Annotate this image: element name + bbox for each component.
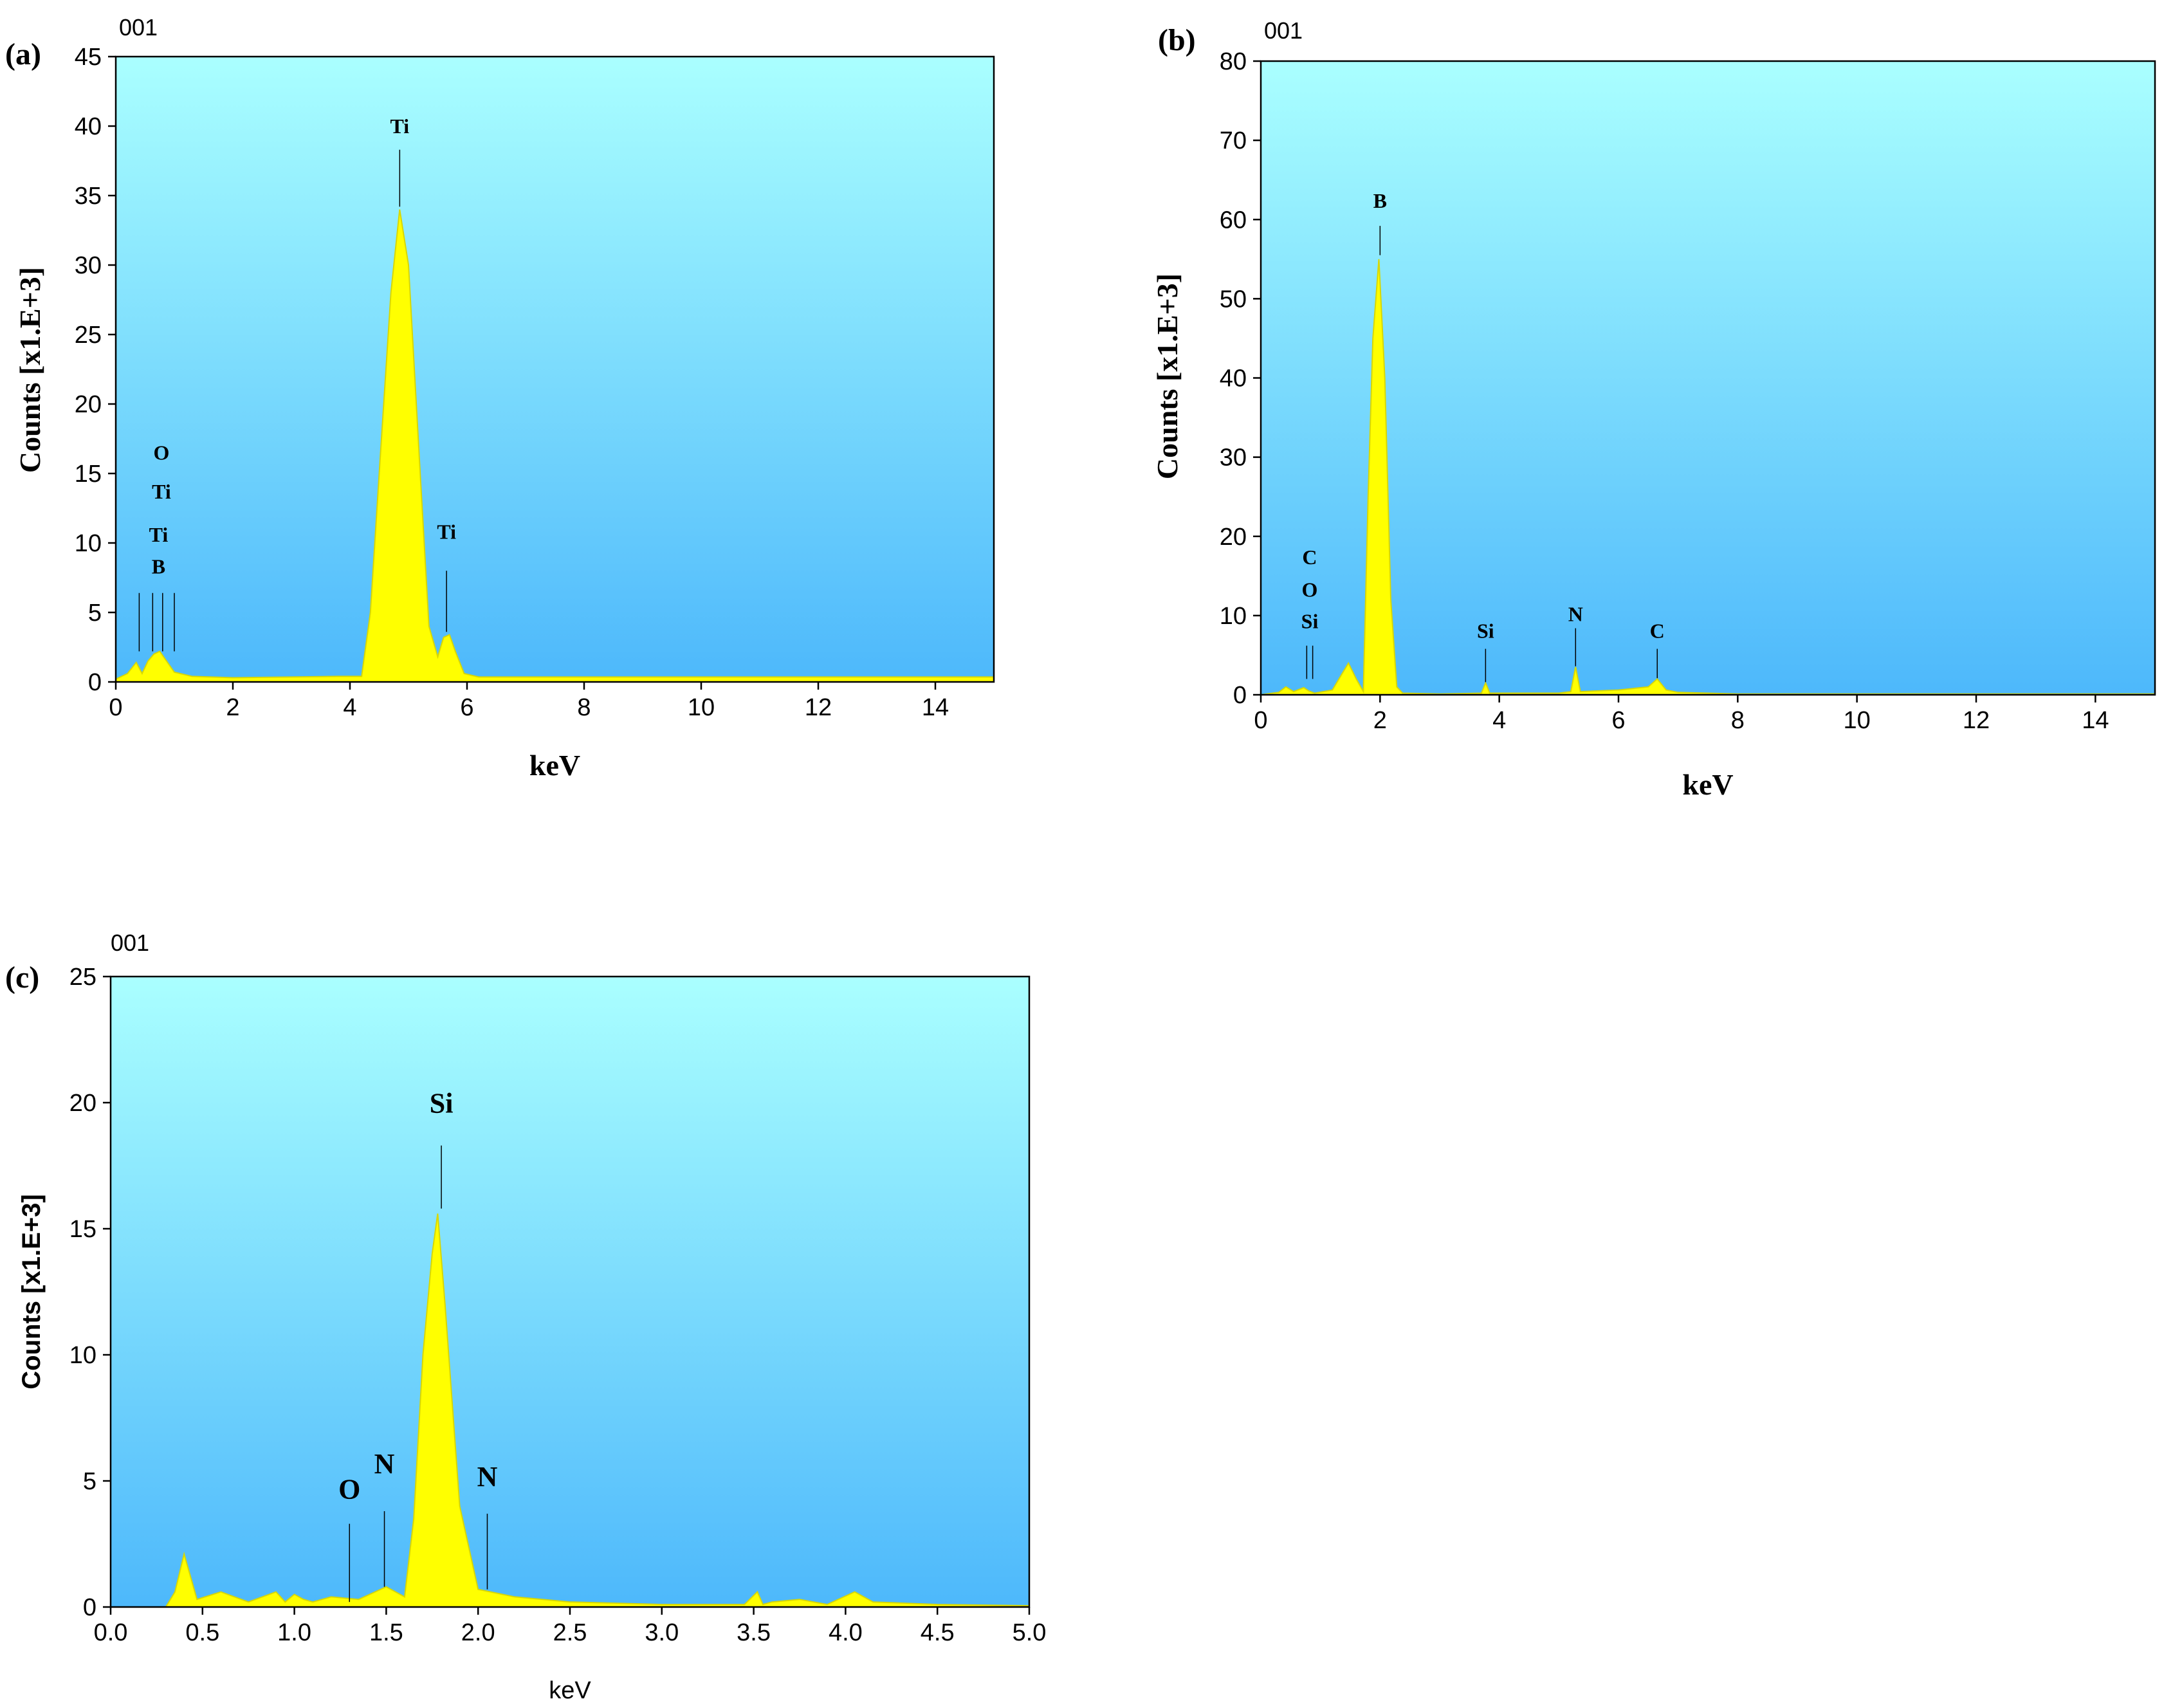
peak-label-b: N [1568,602,1583,625]
peak-label-a: B [152,555,165,578]
y-tick-label-a: 40 [75,113,102,140]
x-tick-label-b: 10 [1844,707,1871,734]
x-tick-label-b: 2 [1373,707,1387,734]
y-axis-label-a: Counts [x1.E+3] [14,267,46,473]
y-tick-label-b: 70 [1220,127,1247,154]
plot-area-c [111,977,1029,1607]
y-tick-label-a: 5 [88,600,102,627]
y-tick-label-b: 30 [1220,445,1247,472]
corner-label-a: 001 [119,14,158,41]
y-tick-label-c: 10 [69,1342,96,1369]
x-tick-label-b: 4 [1492,707,1506,734]
peak-label-b: C [1302,546,1317,569]
plot-area-b [1261,61,2155,695]
x-tick-label-b: 14 [2082,707,2109,734]
peak-label-b: B [1373,189,1387,212]
y-tick-label-a: 10 [75,530,102,557]
plot-frame-a [115,55,995,683]
y-tick-label-c: 25 [69,964,96,991]
x-tick-label-c: 4.5 [921,1619,955,1646]
x-tick-label-c: 1.0 [277,1619,311,1646]
panel-c: 0.0 0.5 1.0 1.5 2.0 2.5 3.0 3.5 4.0 4.5 5.0 0 5 10 15 2… [5,930,1046,1704]
panel-a: 0 2 4 6 8 10 12 14 0 5 10 15 20 25 30 35 40 45 keV Counts [… [5,14,995,782]
spectrum-area-a [115,209,995,683]
peak-label-a: Ti [152,480,171,503]
x-tick-label-c: 2.0 [461,1619,495,1646]
x-tick-label-a: 6 [460,694,473,721]
x-tick-label-a: 4 [343,694,356,721]
x-axis-label-b: keV [1682,768,1733,801]
corner-label-b: 001 [1264,17,1303,44]
y-tick-label-a: 20 [75,391,102,418]
y-tick-label-a: 15 [75,461,102,488]
y-tick-label-c: 20 [69,1090,96,1117]
x-tick-label-c: 3.5 [737,1619,771,1646]
peak-label-c: N [477,1461,498,1492]
y-tick-label-b: 20 [1220,524,1247,551]
x-axis-label-a: keV [529,749,580,782]
x-tick-label-a: 14 [922,694,949,721]
peak-label-b: Si [1477,619,1494,642]
peak-label-c: O [338,1473,360,1505]
y-tick-label-b: 10 [1220,603,1247,630]
y-tick-label-c: 15 [69,1216,96,1243]
peak-label-a: Ti [390,115,410,138]
peak-label-b: O [1302,578,1318,601]
panel-letter-b: (b) [1158,23,1196,57]
x-tick-label-b: 0 [1254,707,1267,734]
peak-label-b: C [1650,619,1665,642]
x-tick-label-c: 0.0 [94,1619,128,1646]
panel-b: 0 2 4 6 8 10 12 14 0 10 20 30 40 50 60 70 80 keV Counts [x… [1151,17,2156,801]
peak-label-a: O [154,441,170,464]
y-tick-label-c: 0 [83,1594,96,1621]
x-tick-label-c: 2.5 [553,1619,587,1646]
panel-letter-a: (a) [5,37,41,71]
plot-area-a [116,57,994,682]
y-tick-label-b: 60 [1220,207,1247,234]
x-tick-label-b: 6 [1611,707,1625,734]
x-tick-label-a: 0 [109,694,122,721]
y-axis-label-b: Counts [x1.E+3] [1151,273,1184,479]
peak-label-a: Ti [149,523,169,546]
x-tick-label-a: 10 [688,694,715,721]
y-tick-label-b: 50 [1220,286,1247,313]
y-tick-label-c: 5 [83,1468,96,1495]
y-tick-label-a: 0 [88,669,102,696]
y-tick-label-b: 80 [1220,48,1247,75]
x-tick-label-c: 4.0 [829,1619,863,1646]
y-tick-label-a: 25 [75,322,102,349]
peak-label-a: Ti [437,520,456,544]
panel-letter-c: (c) [5,960,39,995]
x-tick-label-a: 12 [805,694,832,721]
x-tick-label-a: 8 [577,694,591,721]
spectrum-area-c [111,1213,1030,1608]
x-tick-label-b: 8 [1731,707,1745,734]
y-axis-label-c: Counts [x1.E+3] [17,1194,46,1389]
y-tick-label-b: 40 [1220,365,1247,392]
x-tick-label-a: 2 [226,694,239,721]
y-tick-label-a: 45 [75,44,102,71]
x-tick-label-b: 12 [1963,707,1990,734]
spectrum-area-b [1260,259,2156,695]
y-tick-label-a: 35 [75,183,102,210]
y-tick-label-b: 0 [1233,682,1247,709]
y-tick-label-a: 30 [75,252,102,279]
peak-label-b: Si [1301,610,1319,633]
x-tick-label-c: 0.5 [185,1619,219,1646]
corner-label-c: 001 [111,930,149,956]
peak-label-c: Si [430,1088,454,1119]
peak-label-c: N [374,1448,395,1480]
x-tick-label-c: 3.0 [645,1619,679,1646]
x-tick-label-c: 5.0 [1013,1619,1047,1646]
x-tick-label-c: 1.5 [369,1619,403,1646]
x-axis-label-c: keV [549,1677,591,1704]
